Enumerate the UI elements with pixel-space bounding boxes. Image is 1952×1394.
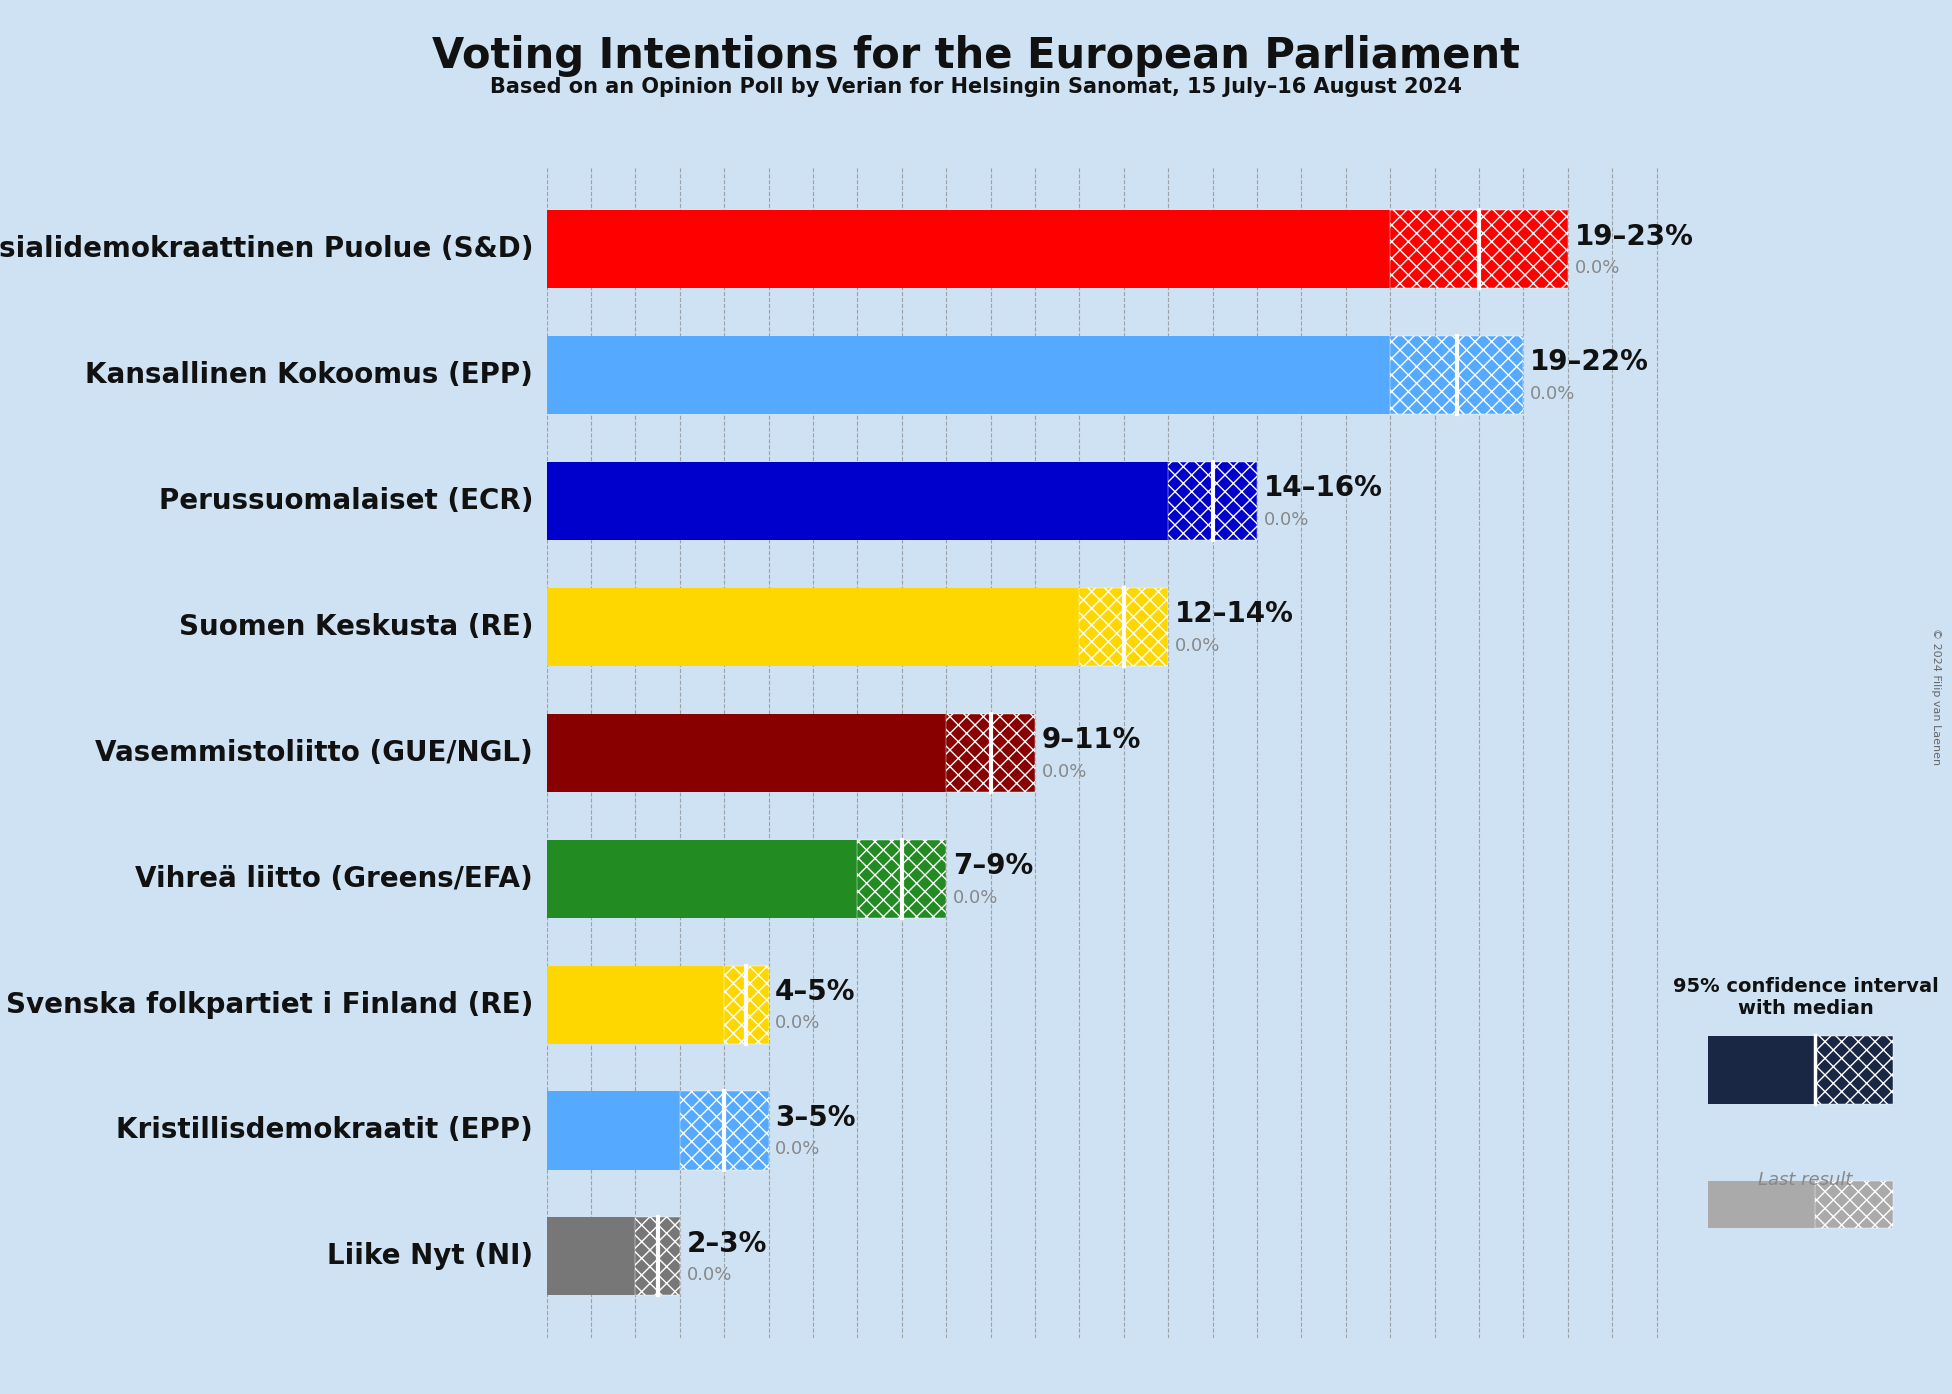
Bar [547, 588, 1079, 666]
Bar [1708, 1181, 1815, 1228]
Text: 3–5%: 3–5% [775, 1104, 855, 1132]
Bar [547, 336, 1390, 414]
Text: Suomen Keskusta (RE): Suomen Keskusta (RE) [180, 613, 533, 641]
Bar [1815, 1181, 1893, 1228]
Text: 0.0%: 0.0% [687, 1266, 732, 1284]
Text: Last result: Last result [1759, 1171, 1852, 1189]
Text: 2–3%: 2–3% [687, 1230, 767, 1257]
Bar [857, 839, 947, 917]
Text: Based on an Opinion Poll by Verian for Helsingin Sanomat, 15 July–16 August 2024: Based on an Opinion Poll by Verian for H… [490, 77, 1462, 96]
Text: Voting Intentions for the European Parliament: Voting Intentions for the European Parli… [431, 35, 1521, 77]
Bar [1815, 1036, 1893, 1104]
Bar [1167, 461, 1257, 539]
Bar [1079, 588, 1167, 666]
Text: 0.0%: 0.0% [953, 888, 997, 906]
Bar [547, 1092, 679, 1170]
Text: Liike Nyt (NI): Liike Nyt (NI) [328, 1242, 533, 1270]
Text: 12–14%: 12–14% [1175, 601, 1294, 629]
Text: Kristillisdemokraatit (EPP): Kristillisdemokraatit (EPP) [117, 1117, 533, 1144]
Bar [679, 1092, 769, 1170]
Bar [1390, 210, 1567, 289]
Bar [1708, 1036, 1815, 1104]
Text: 0.0%: 0.0% [1175, 637, 1220, 655]
Text: 4–5%: 4–5% [775, 979, 855, 1006]
Bar [724, 966, 769, 1044]
Bar [547, 210, 1390, 289]
Text: 95% confidence interval
with median: 95% confidence interval with median [1673, 977, 1938, 1018]
Text: Vasemmistoliitto (GUE/NGL): Vasemmistoliitto (GUE/NGL) [96, 739, 533, 767]
Bar [1390, 336, 1523, 414]
Text: 0.0%: 0.0% [775, 1015, 820, 1033]
Text: 0.0%: 0.0% [1530, 385, 1575, 403]
Text: 9–11%: 9–11% [1042, 726, 1142, 754]
Bar [634, 1217, 679, 1295]
Bar [547, 461, 1167, 539]
Text: 0.0%: 0.0% [1263, 510, 1310, 528]
Text: 0.0%: 0.0% [775, 1140, 820, 1158]
Text: 0.0%: 0.0% [1042, 763, 1087, 781]
Bar [547, 839, 857, 917]
Text: Kansallinen Kokoomus (EPP): Kansallinen Kokoomus (EPP) [86, 361, 533, 389]
Bar [547, 1217, 634, 1295]
Bar [947, 714, 1035, 792]
Bar [547, 714, 947, 792]
Text: 0.0%: 0.0% [1575, 259, 1620, 277]
Text: 19–22%: 19–22% [1530, 348, 1649, 376]
Text: Vihreä liitto (Greens/EFA): Vihreä liitto (Greens/EFA) [135, 864, 533, 892]
Bar [547, 966, 724, 1044]
Text: 19–23%: 19–23% [1575, 223, 1692, 251]
Text: 14–16%: 14–16% [1263, 474, 1382, 502]
Text: Svenska folkpartiet i Finland (RE): Svenska folkpartiet i Finland (RE) [6, 991, 533, 1019]
Text: Suomen Sosialidemokraattinen Puolue (S&D): Suomen Sosialidemokraattinen Puolue (S&D… [0, 236, 533, 263]
Text: 7–9%: 7–9% [953, 852, 1033, 880]
Text: © 2024 Filip van Laenen: © 2024 Filip van Laenen [1931, 629, 1942, 765]
Text: Perussuomalaiset (ECR): Perussuomalaiset (ECR) [158, 487, 533, 514]
